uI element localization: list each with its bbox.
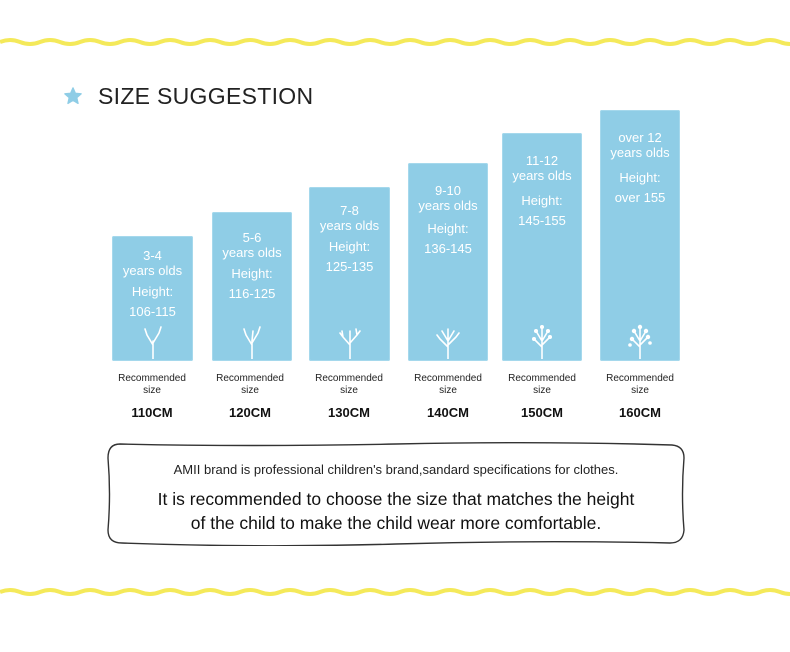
recommended-text: Recommended [216,373,284,384]
size-value-160: 160CM [619,405,661,420]
height-label: Height: [131,284,174,299]
height-label: Height: [231,266,273,281]
brand-statement: AMII brand is professional children's br… [173,462,619,477]
size-text: size [241,385,259,396]
recommended-label: Recommended size [400,373,496,397]
height-range: 136-145 [424,241,472,256]
height-label: Height: [328,239,371,254]
height-range: over 155 [614,190,666,205]
size-value-110: 110CM [131,405,173,420]
age-unit: years olds [122,263,183,278]
section-heading: SIZE SUGGESTION [64,82,313,110]
height-label: Height: [521,193,563,208]
recommended-label: Recommended size [592,373,688,397]
tree-icon [243,326,261,359]
height-range: 116-125 [228,286,276,301]
age-unit: years olds [418,198,478,213]
recommended-text: Recommended [414,373,482,384]
bottom-wave-divider [0,588,790,596]
tree-icon [628,324,652,359]
recommended-text: Recommended [315,373,383,384]
note-box: AMII brand is professional children's br… [106,442,686,546]
size-value-140: 140CM [427,405,469,420]
size-card-110: 3-4 years olds Height: 106-115 [112,236,193,361]
size-text: size [631,385,649,396]
age-unit: years olds [512,168,572,183]
age-range: over 12 [618,130,662,145]
age-unit: years olds [222,245,282,260]
recommended-label: Recommended size [301,373,397,397]
recommended-text: Recommended [508,373,576,384]
height-label: Height: [619,170,661,185]
recommended-label: Recommended size [494,373,590,397]
size-value-130: 130CM [328,405,370,420]
tree-icon [532,325,552,359]
note-border [107,442,685,546]
size-text: size [533,385,551,396]
size-value-120: 120CM [229,405,271,420]
size-card-130: 7-8 years olds Height: 125-135 [309,187,390,361]
height-range: 145-155 [518,213,566,228]
size-recommendation: It is recommended to choose the size tha… [106,487,686,535]
size-text: size [143,385,161,396]
size-card-140: 9-10 years olds Height: 136-145 [408,163,488,361]
tree-icon [436,328,460,359]
height-range: 106-115 [129,304,176,319]
recommended-label: Recommended size [202,373,298,397]
size-card-120: 5-6 years olds Height: 116-125 [212,212,292,361]
recommended-label: Recommended size [104,373,200,397]
tree-icon [338,328,361,359]
size-text: size [439,385,457,396]
height-label: Height: [427,221,469,236]
size-card-150: 11-12 years olds Height: 145-155 [502,133,582,361]
recommended-text: Recommended [606,373,674,384]
age-unit: years olds [610,145,670,160]
size-value-150: 150CM [521,405,563,420]
star-icon [64,87,82,105]
age-unit: years olds [319,218,380,233]
page-title: SIZE SUGGESTION [98,82,314,109]
recommendation-line-2: of the child to make the child wear more… [190,513,602,533]
size-text: size [340,385,358,396]
age-range: 5-6 [242,230,262,245]
age-range: 9-10 [434,183,462,198]
size-card-160: over 12 years olds Height: over 155 [600,110,680,361]
recommended-text: Recommended [118,373,186,384]
height-range: 125-135 [325,259,374,274]
age-range: 3-4 [143,248,162,263]
top-wave-divider [0,38,790,46]
age-range: 7-8 [340,203,359,218]
recommendation-line-1: It is recommended to choose the size tha… [157,489,635,509]
age-range: 11-12 [525,153,559,168]
tree-icon [143,326,162,359]
